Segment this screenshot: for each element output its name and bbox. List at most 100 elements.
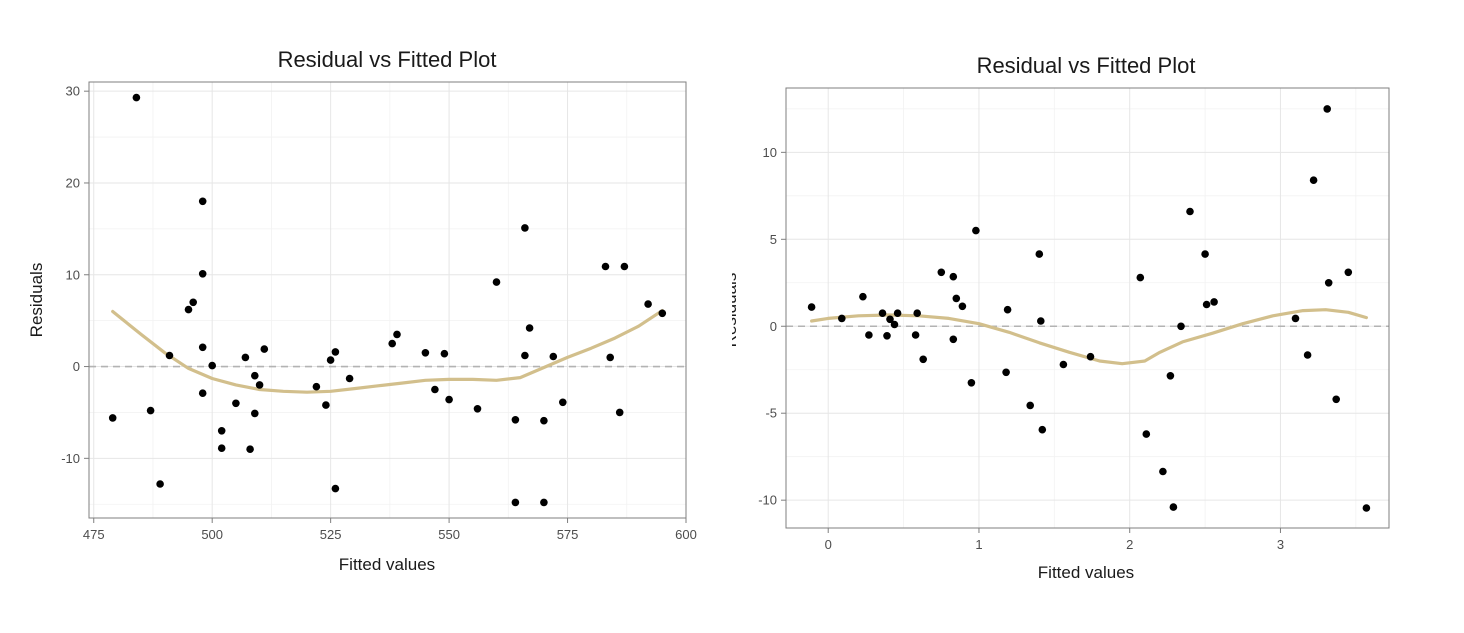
chart-right-data-point bbox=[952, 294, 961, 303]
chart-right-data-point bbox=[1291, 314, 1300, 323]
chart-left-data-point bbox=[189, 298, 197, 307]
chart-right-data-point bbox=[919, 355, 927, 364]
chart-right-data-point bbox=[1323, 105, 1331, 113]
chart-left-data-point bbox=[198, 389, 207, 398]
chart-left-ylabel: Residuals bbox=[27, 263, 46, 338]
chart-right-data-point bbox=[859, 292, 867, 301]
chart-right-data-point bbox=[1201, 250, 1209, 258]
chart-left-data-point bbox=[473, 405, 482, 413]
chart-right-data-point bbox=[1002, 368, 1010, 377]
chart-right-data-point bbox=[883, 332, 891, 340]
chart-left-data-point bbox=[331, 348, 340, 356]
chart-left-data-point bbox=[208, 361, 216, 370]
chart-right-data-point bbox=[890, 320, 899, 329]
chart-left-data-point bbox=[232, 399, 240, 408]
chart-left-x-tick-label: 525 bbox=[320, 527, 342, 542]
chart-left-y-tick-label: 30 bbox=[66, 84, 80, 99]
chart-right-data-point bbox=[1344, 268, 1353, 277]
chart-left-data-point bbox=[521, 351, 529, 360]
chart-right-data-point bbox=[878, 309, 887, 318]
chart-right-data-point bbox=[1202, 300, 1211, 309]
chart-right-x-tick-label: 1 bbox=[975, 537, 982, 552]
chart-left-data-point bbox=[521, 224, 529, 232]
chart-right-data-point bbox=[886, 315, 894, 324]
chart-right-data-point bbox=[1003, 305, 1012, 314]
chart-left-x-tick-label: 550 bbox=[438, 527, 460, 542]
chart-right-plot-area: 0 1 2 3 -10 -5 0 5 10 bbox=[758, 87, 1390, 552]
chart-right-x-tick-label: 2 bbox=[1126, 537, 1133, 552]
chart-right-data-point bbox=[949, 335, 958, 344]
chart-left-data-point bbox=[601, 262, 610, 271]
chart-left-y-tick-label: 20 bbox=[66, 175, 80, 190]
chart-right-data-point bbox=[967, 379, 976, 387]
chart-right-data-point bbox=[807, 303, 816, 311]
chart-left-data-point bbox=[184, 305, 193, 314]
chart-right-data-point bbox=[1142, 430, 1151, 438]
chart-left-data-point bbox=[198, 197, 207, 206]
chart-left-data-point bbox=[108, 414, 117, 422]
residual-plot-right: Residual vs Fitted Plot Fitted values Re… bbox=[721, 0, 1464, 628]
chart-left-x-tick-label: 475 bbox=[83, 527, 105, 542]
chart-right-data-point bbox=[893, 309, 902, 318]
chart-right-xlabel: Fitted values bbox=[1038, 563, 1134, 582]
chart-left-data-point bbox=[345, 374, 354, 383]
chart-left-smooth-curve bbox=[111, 309, 664, 394]
chart-left-data-point bbox=[606, 353, 614, 362]
chart-right-data-point bbox=[972, 226, 980, 235]
chart-left-data-point bbox=[331, 484, 340, 493]
chart-right-data-point bbox=[1035, 250, 1044, 258]
chart-right-data-point bbox=[838, 314, 846, 323]
chart-right-data-point bbox=[1177, 322, 1185, 331]
chart-right-ylabel: Residuals bbox=[732, 273, 740, 348]
chart-left-data-point bbox=[388, 339, 397, 348]
chart-left-data-point bbox=[255, 381, 264, 389]
chart-right-panel-border bbox=[785, 87, 1390, 529]
chart-left-data-point bbox=[146, 406, 155, 415]
chart-left-data-point bbox=[421, 349, 430, 357]
chart-left-data-point bbox=[251, 371, 259, 380]
chart-right-data-point bbox=[1332, 395, 1340, 404]
chart-left-data-point bbox=[525, 324, 534, 332]
chart-left-data-point bbox=[492, 278, 501, 286]
chart-right-data-point bbox=[1303, 351, 1312, 359]
chart-left-x-tick-label: 575 bbox=[557, 527, 579, 542]
chart-right-data-point bbox=[1362, 504, 1371, 512]
chart-right-y-tick-label: 5 bbox=[770, 232, 777, 247]
chart-left-data-point bbox=[241, 353, 250, 362]
chart-left-y-tick-label: 0 bbox=[73, 359, 80, 374]
chart-left-data-point bbox=[431, 385, 439, 394]
chart-right-data-point bbox=[1324, 279, 1333, 287]
chart-right-smooth-curve bbox=[810, 308, 1368, 366]
chart-left-data-point bbox=[217, 444, 226, 453]
chart-right-data-point bbox=[1186, 207, 1194, 216]
chart-left-data-point bbox=[615, 408, 624, 417]
chart-right-y-tick-label: -10 bbox=[758, 493, 777, 508]
chart-left-title: Residual vs Fitted Plot bbox=[278, 47, 497, 72]
chart-right-svg: Residual vs Fitted Plot Fitted values Re… bbox=[721, 53, 1390, 582]
chart-right-y-tick-label: -5 bbox=[765, 406, 777, 421]
chart-left-data-point bbox=[393, 330, 401, 339]
chart-left-y-tick-label: 10 bbox=[66, 267, 80, 282]
chart-left-data-point bbox=[559, 398, 567, 407]
chart-right-y-tick-label: 0 bbox=[770, 319, 777, 334]
chart-right-data-point bbox=[958, 302, 967, 311]
chart-right-title: Residual vs Fitted Plot bbox=[977, 53, 1196, 78]
chart-left-data-point bbox=[440, 349, 449, 358]
chart-right-data-point bbox=[911, 331, 920, 339]
chart-right-data-point bbox=[937, 268, 946, 277]
chart-right-data-point bbox=[913, 309, 921, 318]
chart-left-data-point bbox=[540, 498, 548, 507]
chart-right-data-point bbox=[1210, 298, 1218, 306]
chart-left-data-point bbox=[246, 445, 254, 454]
chart-left-svg: Residual vs Fitted Plot Fitted values Re… bbox=[27, 47, 697, 574]
chart-left-x-tick-label: 600 bbox=[675, 527, 697, 542]
chart-left-data-point bbox=[132, 93, 141, 102]
chart-right-data-point bbox=[1026, 401, 1034, 410]
chart-left-xlabel: Fitted values bbox=[339, 555, 435, 574]
chart-left-x-tick-label: 500 bbox=[201, 527, 223, 542]
chart-left-data-point bbox=[198, 270, 207, 278]
chart-left-data-point bbox=[540, 416, 548, 425]
chart-right-data-point bbox=[1037, 317, 1045, 325]
chart-left-data-point bbox=[322, 401, 330, 409]
chart-right-y-tick-label: 10 bbox=[763, 145, 777, 160]
